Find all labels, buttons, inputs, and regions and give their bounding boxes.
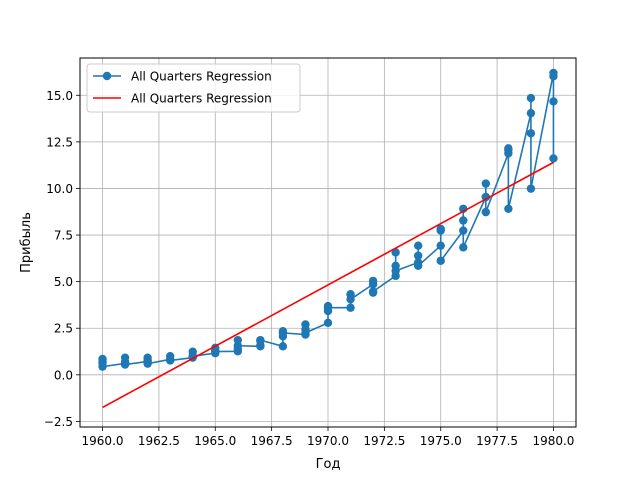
series-1-point	[413, 241, 423, 250]
legend-entry-label: All Quarters Regression	[131, 92, 272, 106]
series-1-point	[549, 154, 558, 163]
series-1-point	[346, 303, 355, 312]
series-1-point	[481, 207, 491, 217]
series-1-point	[391, 266, 400, 276]
series-1-point	[120, 360, 130, 369]
series-1-point	[459, 226, 468, 235]
series-1-point	[188, 351, 197, 361]
series-1-point	[301, 328, 310, 338]
y-tick-label: 15.0	[46, 89, 73, 103]
series-1-point	[504, 144, 513, 153]
y-tick-label: 10.0	[46, 182, 73, 196]
series-1-point	[526, 108, 536, 118]
legend-entry-label: All Quarters Regression	[131, 70, 272, 84]
series-1-point	[323, 318, 333, 328]
series-1-point	[346, 295, 355, 304]
series-1-point	[256, 335, 265, 345]
y-tick-label: 5.0	[54, 275, 73, 289]
y-tick-label: 12.5	[46, 135, 73, 149]
series-1-point	[301, 320, 310, 329]
series-1-point	[459, 243, 468, 252]
series-1-point	[413, 261, 423, 270]
series-1-point	[120, 353, 130, 362]
x-tick-label: 1975.0	[420, 434, 462, 448]
x-tick-label: 1972.5	[363, 434, 405, 448]
series-1-point	[526, 184, 536, 193]
x-tick-label: 1960.0	[82, 434, 124, 448]
series-1-point	[481, 179, 491, 188]
y-tick-label: 0.0	[54, 368, 73, 382]
series-1-point	[143, 353, 152, 362]
x-tick-label: 1967.5	[251, 434, 293, 448]
x-tick-label: 1970.0	[307, 434, 349, 448]
series-1-point	[98, 354, 107, 364]
y-tick-label: 2.5	[54, 322, 73, 336]
x-tick-label: 1980.0	[532, 434, 574, 448]
series-1-point	[165, 356, 175, 365]
x-tick-label: 1965.0	[194, 434, 236, 448]
series-1-point	[233, 341, 243, 350]
series-1-point	[481, 192, 491, 202]
series-1-point	[278, 342, 288, 351]
series-1-point	[436, 256, 445, 265]
y-tick-label: 7.5	[54, 229, 73, 243]
series-1-point	[391, 248, 400, 257]
series-1-point	[549, 72, 558, 81]
legend-box	[86, 63, 301, 113]
series-1-point	[549, 97, 558, 106]
series-1-point	[98, 362, 107, 371]
series-1-point	[278, 328, 288, 338]
series-2-line	[102, 161, 554, 409]
series-layer	[98, 68, 558, 409]
y-tick-label: −2.5	[44, 415, 73, 429]
series-1-point	[504, 204, 513, 213]
legend-marker	[102, 71, 112, 81]
series-1-point	[143, 359, 152, 368]
y-axis-label: Прибыль	[19, 212, 34, 273]
series-1-point	[436, 241, 445, 250]
x-axis-label: Год	[316, 457, 341, 472]
x-tick-label: 1977.5	[476, 434, 518, 448]
series-1-point	[211, 347, 220, 356]
series-1-point	[526, 129, 536, 138]
x-tick-label: 1962.5	[138, 434, 180, 448]
series-1-point	[526, 93, 536, 103]
legend: All Quarters Regression All Quarters Regr…	[86, 63, 301, 113]
series-1-point	[436, 224, 445, 234]
series-1-point	[459, 216, 468, 225]
ticks-layer: 1960.0 1962.5 1965.0 1967.5 1970.0 1972.5 1975…	[44, 89, 575, 448]
series-1-point	[323, 303, 333, 312]
series-1-point	[368, 276, 378, 286]
series-1-point	[413, 251, 423, 260]
series-1-point	[368, 287, 378, 296]
